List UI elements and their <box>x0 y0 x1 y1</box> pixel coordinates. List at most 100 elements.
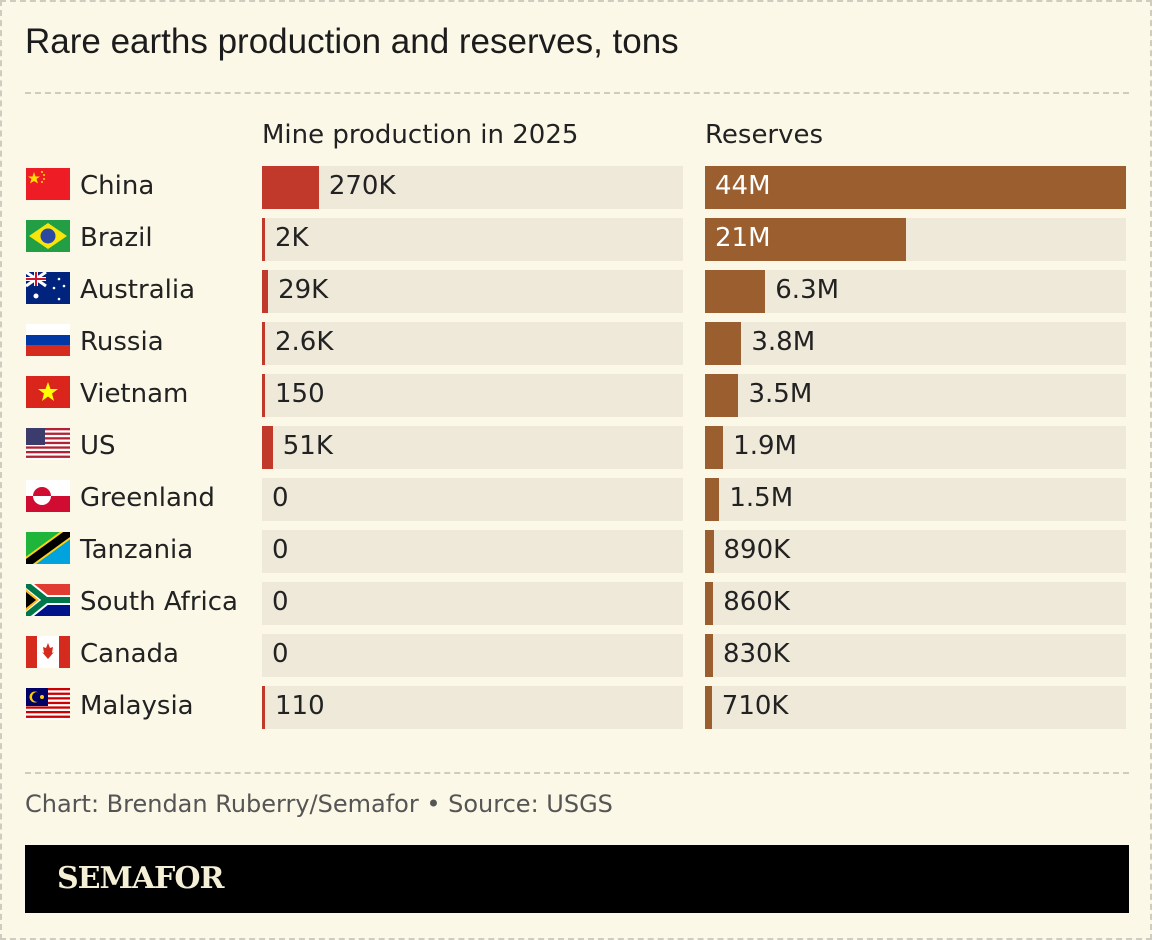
production-bar <box>262 686 265 729</box>
vietnam-flag-icon <box>26 376 70 408</box>
production-track: 0 <box>262 582 683 625</box>
reserves-bar <box>705 374 739 417</box>
row-canada: Canada 0 830K <box>2 634 1150 677</box>
malaysia-flag-icon <box>26 688 70 720</box>
reserves-value-label: 1.9M <box>733 431 797 461</box>
row-australia: Australia 29K 6.3M <box>2 270 1150 313</box>
production-track: 29K <box>262 270 683 313</box>
row-us: US 51K 1.9M <box>2 426 1150 469</box>
production-value-label: 270K <box>328 171 396 201</box>
row-vietnam: Vietnam 150 3.5M <box>2 374 1150 417</box>
country-label: Russia <box>80 327 164 357</box>
us-flag-icon <box>26 428 70 460</box>
production-bar <box>262 374 265 417</box>
country-label: US <box>80 431 116 461</box>
production-track: 110 <box>262 686 683 729</box>
reserves-track: 1.5M <box>705 478 1126 521</box>
production-track: 150 <box>262 374 683 417</box>
reserves-track: 3.5M <box>705 374 1126 417</box>
divider <box>25 92 1129 94</box>
country-label: Brazil <box>80 223 153 253</box>
reserves-value-label: 710K <box>721 691 789 721</box>
country-label: China <box>80 171 155 201</box>
production-value-label: 2K <box>275 223 309 253</box>
production-value-label: 0 <box>272 639 289 669</box>
row-tanzania: Tanzania 0 890K <box>2 530 1150 573</box>
reserves-value-label: 6.3M <box>775 275 840 305</box>
row-greenland: Greenland 0 1.5M <box>2 478 1150 521</box>
chart-title: Rare earths production and reserves, ton… <box>25 22 679 61</box>
production-value-label: 0 <box>272 587 289 617</box>
production-value-label: 0 <box>272 535 289 565</box>
reserves-value-label: 830K <box>722 639 790 669</box>
brazil-flag-icon <box>26 220 70 252</box>
row-south-africa: South Africa 0 860K <box>2 582 1150 625</box>
reserves-bar <box>705 426 724 469</box>
australia-flag-icon <box>26 272 70 304</box>
production-value-label: 51K <box>282 431 333 461</box>
production-value-label: 150 <box>275 379 325 409</box>
production-track: 2K <box>262 218 683 261</box>
production-value-label: 2.6K <box>275 327 334 357</box>
production-track: 0 <box>262 478 683 521</box>
production-bar <box>262 270 269 313</box>
reserves-track: 890K <box>705 530 1126 573</box>
production-bar <box>262 322 265 365</box>
production-track: 270K <box>262 166 683 209</box>
greenland-flag-icon <box>26 480 70 512</box>
row-brazil: Brazil 2K 21M <box>2 218 1150 261</box>
reserves-value-label: 3.8M <box>751 327 816 357</box>
china-flag-icon <box>26 168 70 200</box>
south-africa-flag-icon <box>26 584 70 616</box>
reserves-track: 860K <box>705 582 1126 625</box>
reserves-value-label: 890K <box>723 535 791 565</box>
production-track: 51K <box>262 426 683 469</box>
reserves-bar <box>705 582 714 625</box>
reserves-track: 830K <box>705 634 1126 677</box>
reserves-track: 21M <box>705 218 1126 261</box>
reserves-track: 1.9M <box>705 426 1126 469</box>
divider <box>25 772 1129 774</box>
reserves-header: Reserves <box>705 120 824 150</box>
row-malaysia: Malaysia 110 710K <box>2 686 1150 729</box>
reserves-value-label: 1.5M <box>729 483 794 513</box>
reserves-track: 6.3M <box>705 270 1126 313</box>
country-label: South Africa <box>80 587 238 617</box>
country-label: Australia <box>80 275 196 305</box>
row-russia: Russia 2.6K 3.8M <box>2 322 1150 365</box>
country-label: Canada <box>80 639 179 669</box>
canada-flag-icon <box>26 636 70 668</box>
reserves-bar <box>705 686 712 729</box>
reserves-track: 710K <box>705 686 1126 729</box>
reserves-bar <box>705 634 713 677</box>
country-label: Malaysia <box>80 691 194 721</box>
reserves-track: 44M <box>705 166 1126 209</box>
reserves-bar <box>705 322 742 365</box>
production-track: 0 <box>262 634 683 677</box>
production-bar <box>262 166 319 209</box>
russia-flag-icon <box>26 324 70 356</box>
production-value-label: 0 <box>272 483 289 513</box>
reserves-value-label: 21M <box>715 223 771 253</box>
reserves-bar <box>705 270 766 313</box>
row-china: China 270K 44M <box>2 166 1150 209</box>
country-label: Vietnam <box>80 379 189 409</box>
production-bar <box>262 218 265 261</box>
production-value-label: 110 <box>275 691 325 721</box>
reserves-track: 3.8M <box>705 322 1126 365</box>
semafor-logo: SEMAFOR <box>57 861 224 896</box>
reserves-bar <box>705 478 720 521</box>
reserves-bar <box>705 530 714 573</box>
tanzania-flag-icon <box>26 532 70 564</box>
production-header: Mine production in 2025 <box>262 120 579 150</box>
production-value-label: 29K <box>278 275 329 305</box>
reserves-value-label: 3.5M <box>748 379 813 409</box>
country-label: Tanzania <box>80 535 194 565</box>
production-track: 2.6K <box>262 322 683 365</box>
source-note: Chart: Brendan Ruberry/Semafor • Source:… <box>25 790 613 818</box>
brand-bar: SEMAFOR <box>25 845 1129 913</box>
production-track: 0 <box>262 530 683 573</box>
reserves-bar <box>705 166 1126 209</box>
production-bar <box>262 426 273 469</box>
